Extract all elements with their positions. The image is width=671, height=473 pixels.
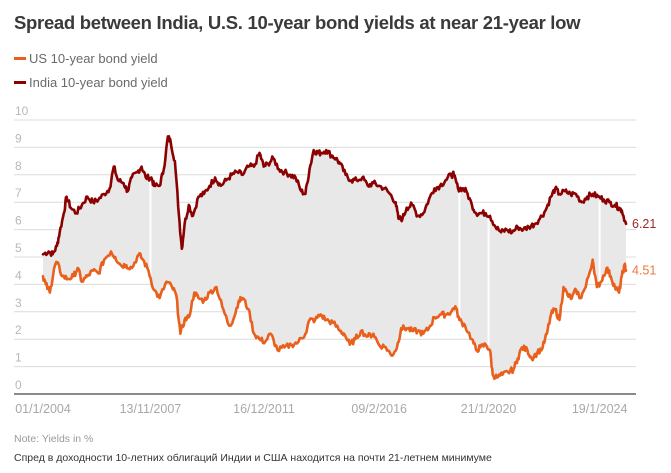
series-lines xyxy=(41,135,628,381)
chart-caption: Спред в доходности 10-летних облигаций И… xyxy=(14,452,492,464)
y-axis: 0 1 2 3 4 5 6 7 8 9 10 xyxy=(15,104,29,392)
y-tick-label-10: 10 xyxy=(15,104,29,118)
spread-area xyxy=(43,136,626,378)
chart-note: Note: Yields in % xyxy=(14,433,94,445)
y-tick-label-6: 6 xyxy=(15,214,22,228)
legend-label-us: US 10-year bond yield xyxy=(29,51,158,66)
chart-title: Spread between India, U.S. 10-year bond … xyxy=(14,12,581,33)
legend-swatch-india xyxy=(14,81,26,84)
us-yield-line xyxy=(41,250,628,381)
x-tick-label: 21/1/2020 xyxy=(461,402,517,416)
x-axis: 01/1/2004 13/11/2007 16/12/2011 09/2/2016 21… xyxy=(15,402,627,416)
x-tick-label: 09/2/2016 xyxy=(351,402,407,416)
x-tick-label: 19/1/2024 xyxy=(572,402,628,416)
y-tick-label-9: 9 xyxy=(15,131,22,145)
legend-swatch-us xyxy=(14,57,26,60)
y-tick-label-0: 0 xyxy=(15,378,22,392)
y-tick-label-5: 5 xyxy=(15,241,22,255)
y-tick-label-3: 3 xyxy=(15,296,22,310)
x-tick-label: 16/12/2011 xyxy=(233,402,295,416)
x-tick-label: 13/11/2007 xyxy=(120,402,182,416)
india-end-label: 6.21 xyxy=(632,217,656,231)
end-labels: 6.21 4.51 xyxy=(632,217,656,278)
legend-label-india: India 10-year bond yield xyxy=(29,75,168,90)
y-tick-label-7: 7 xyxy=(15,186,22,200)
legend-item-us: US 10-year bond yield xyxy=(14,51,158,66)
y-tick-label-2: 2 xyxy=(15,323,22,337)
us-end-label: 4.51 xyxy=(632,263,656,277)
y-tick-label-4: 4 xyxy=(15,268,22,282)
spread-fill xyxy=(43,136,626,378)
y-tick-label-8: 8 xyxy=(15,159,22,173)
x-tick-label: 01/1/2004 xyxy=(15,402,71,416)
legend-item-india: India 10-year bond yield xyxy=(14,75,168,90)
india-yield-line xyxy=(41,135,628,257)
y-tick-label-1: 1 xyxy=(15,351,22,365)
